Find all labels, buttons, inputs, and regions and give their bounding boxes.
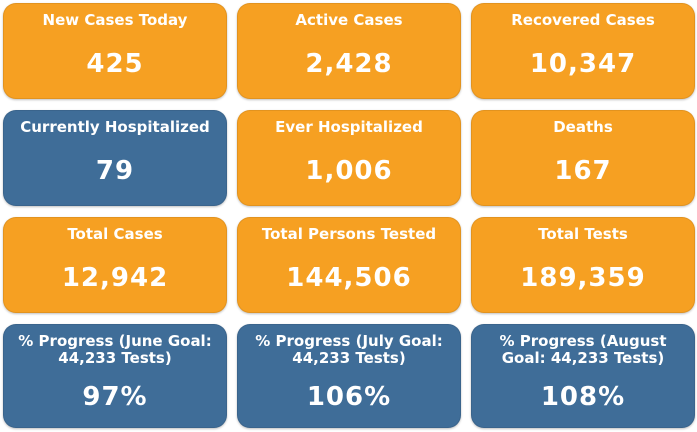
tile-total-tests: Total Tests 189,359 xyxy=(471,217,695,313)
tile-label: Deaths xyxy=(553,118,613,136)
tile-label: % Progress (July Goal: 44,233 Tests) xyxy=(255,332,443,367)
tile-value: 97% xyxy=(82,382,148,412)
tile-recovered-cases: Recovered Cases 10,347 xyxy=(471,3,695,99)
tile-currently-hospitalized: Currently Hospitalized 79 xyxy=(3,110,227,206)
dashboard-grid: New Cases Today 425 Active Cases 2,428 R… xyxy=(3,3,695,428)
tile-value: 12,942 xyxy=(61,263,169,293)
tile-progress-june: % Progress (June Goal: 44,233 Tests) 97% xyxy=(3,324,227,428)
tile-progress-july: % Progress (July Goal: 44,233 Tests) 106… xyxy=(237,324,461,428)
tile-active-cases: Active Cases 2,428 xyxy=(237,3,461,99)
tile-new-cases-today: New Cases Today 425 xyxy=(3,3,227,99)
tile-label: Total Persons Tested xyxy=(261,225,437,243)
tile-value: 144,506 xyxy=(286,263,412,293)
tile-deaths: Deaths 167 xyxy=(471,110,695,206)
tile-label: Recovered Cases xyxy=(511,11,655,29)
tile-label: % Progress (June Goal: 44,233 Tests) xyxy=(18,332,212,367)
tile-value: 108% xyxy=(540,382,626,412)
tile-ever-hospitalized: Ever Hospitalized 1,006 xyxy=(237,110,461,206)
tile-progress-august: % Progress (August Goal: 44,233 Tests) 1… xyxy=(471,324,695,428)
tile-label: Currently Hospitalized xyxy=(20,118,210,136)
tile-total-cases: Total Cases 12,942 xyxy=(3,217,227,313)
tile-value: 425 xyxy=(86,49,144,79)
tile-total-persons-tested: Total Persons Tested 144,506 xyxy=(237,217,461,313)
tile-label: Total Tests xyxy=(538,225,628,243)
tile-value: 2,428 xyxy=(305,49,393,79)
tile-value: 79 xyxy=(95,156,135,186)
tile-label: Ever Hospitalized xyxy=(275,118,423,136)
tile-label: New Cases Today xyxy=(42,11,188,29)
tile-value: 10,347 xyxy=(529,49,637,79)
tile-label: % Progress (August Goal: 44,233 Tests) xyxy=(499,332,667,367)
tile-label: Active Cases xyxy=(295,11,403,29)
tile-value: 1,006 xyxy=(305,156,393,186)
tile-value: 106% xyxy=(306,382,392,412)
tile-value: 167 xyxy=(554,156,612,186)
tile-value: 189,359 xyxy=(520,263,646,293)
tile-label: Total Cases xyxy=(67,225,163,243)
